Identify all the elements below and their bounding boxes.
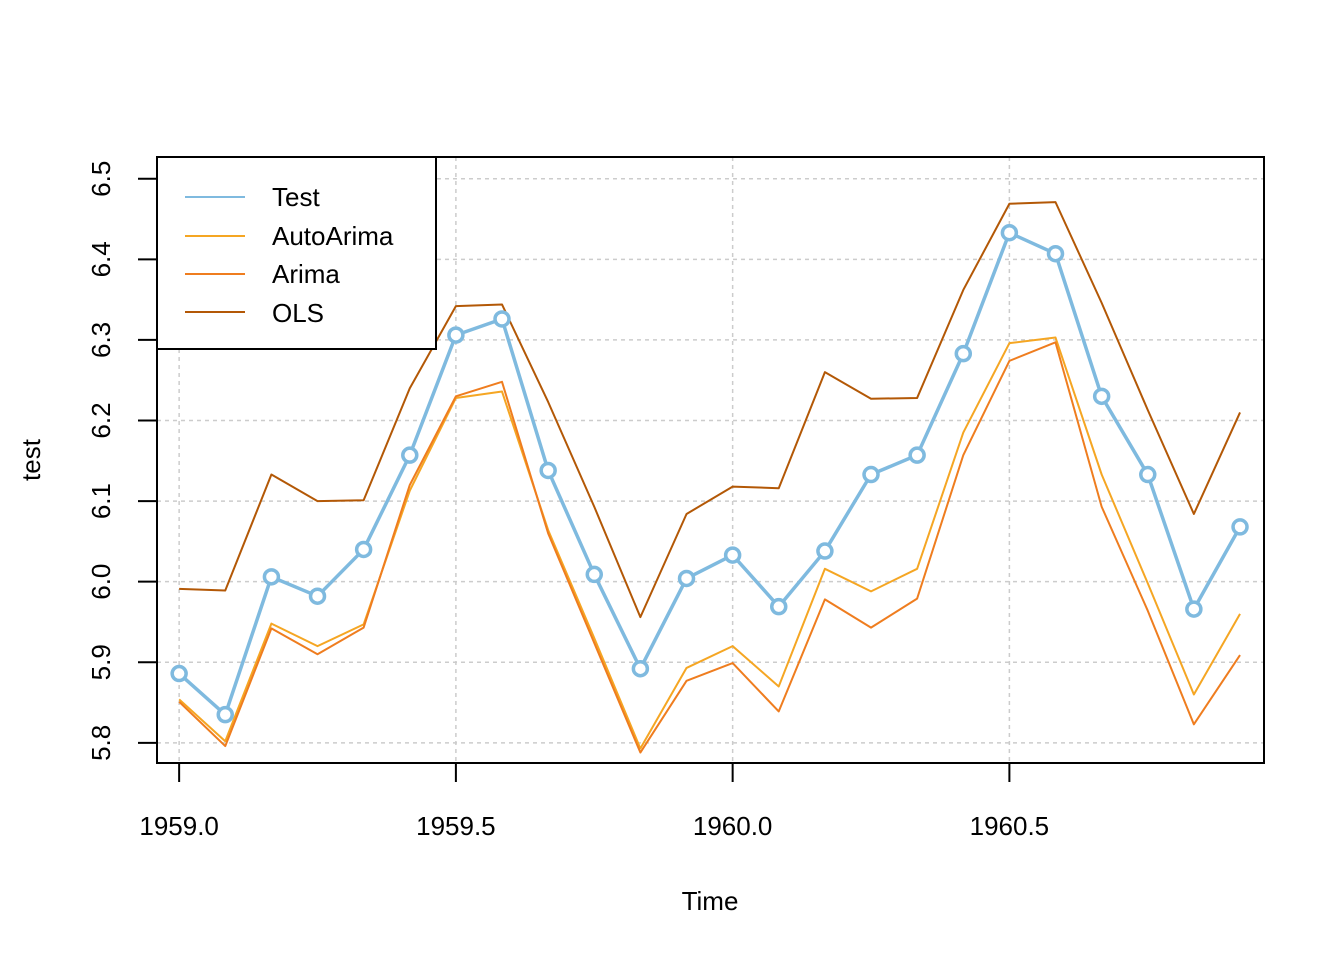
legend-label-arima: Arima — [272, 259, 340, 289]
data-point-test-5 — [401, 446, 419, 464]
data-point-test-12 — [723, 546, 742, 564]
data-point-test-10 — [631, 659, 650, 678]
data-point-test-15 — [862, 465, 880, 484]
y-tick-label-7: 6.5 — [86, 161, 116, 197]
data-point-test-11 — [677, 569, 696, 588]
y-axis: 5.8 5.9 6.0 6.1 6.2 6.3 6.4 6.5 — [86, 161, 158, 761]
y-tick-label-5: 6.3 — [86, 322, 116, 358]
data-point-test-23 — [1231, 518, 1249, 536]
data-point-test-9 — [585, 565, 604, 584]
series-line-arima — [178, 341, 1241, 754]
legend-box — [156, 156, 437, 350]
data-point-test-14 — [816, 542, 834, 560]
data-point-test-13 — [769, 597, 788, 616]
x-axis: 1959.0 1959.5 1960.0 1960.5 — [139, 762, 1050, 841]
data-point-test-8 — [539, 461, 557, 480]
data-point-test-19 — [1046, 244, 1065, 263]
x-tick-label-3: 1960.5 — [970, 811, 1050, 841]
legend-label-ols: OLS — [272, 298, 324, 328]
x-axis-label: Time — [682, 886, 739, 916]
legend: Test AutoArima Arima OLS — [156, 156, 437, 350]
y-tick-label-2: 6.0 — [86, 564, 116, 600]
data-point-test-20 — [1092, 387, 1111, 406]
y-tick-label-3: 6.1 — [86, 483, 116, 519]
data-point-test-3 — [308, 587, 327, 605]
x-tick-label-0: 1959.0 — [139, 811, 219, 841]
data-point-test-2 — [262, 568, 281, 586]
y-tick-label-6: 6.4 — [86, 241, 116, 277]
data-point-test-6 — [447, 326, 465, 344]
y-tick-label-0: 5.8 — [86, 725, 116, 761]
series-line-autoarima — [178, 336, 1241, 750]
series-line-test — [177, 231, 1242, 717]
data-point-test-4 — [354, 540, 373, 559]
data-point-test-1 — [216, 705, 234, 724]
legend-label-test: Test — [272, 182, 320, 212]
data-point-test-22 — [1185, 600, 1203, 618]
data-point-test-7 — [493, 310, 511, 328]
series-line-ols — [179, 201, 1241, 619]
y-tick-label-4: 6.2 — [86, 402, 116, 438]
y-axis-label: test — [16, 438, 46, 481]
x-tick-label-1: 1959.5 — [416, 811, 496, 841]
data-point-test-21 — [1139, 465, 1157, 484]
legend-label-autoarima: AutoArima — [272, 221, 394, 251]
data-point-test-18 — [1000, 224, 1019, 242]
y-tick-label-1: 5.9 — [86, 644, 116, 680]
data-point-test-0 — [170, 664, 188, 683]
data-point-test-17 — [954, 344, 973, 363]
x-tick-label-2: 1960.0 — [693, 811, 773, 841]
data-point-test-16 — [908, 446, 926, 464]
series-lines — [170, 201, 1249, 754]
